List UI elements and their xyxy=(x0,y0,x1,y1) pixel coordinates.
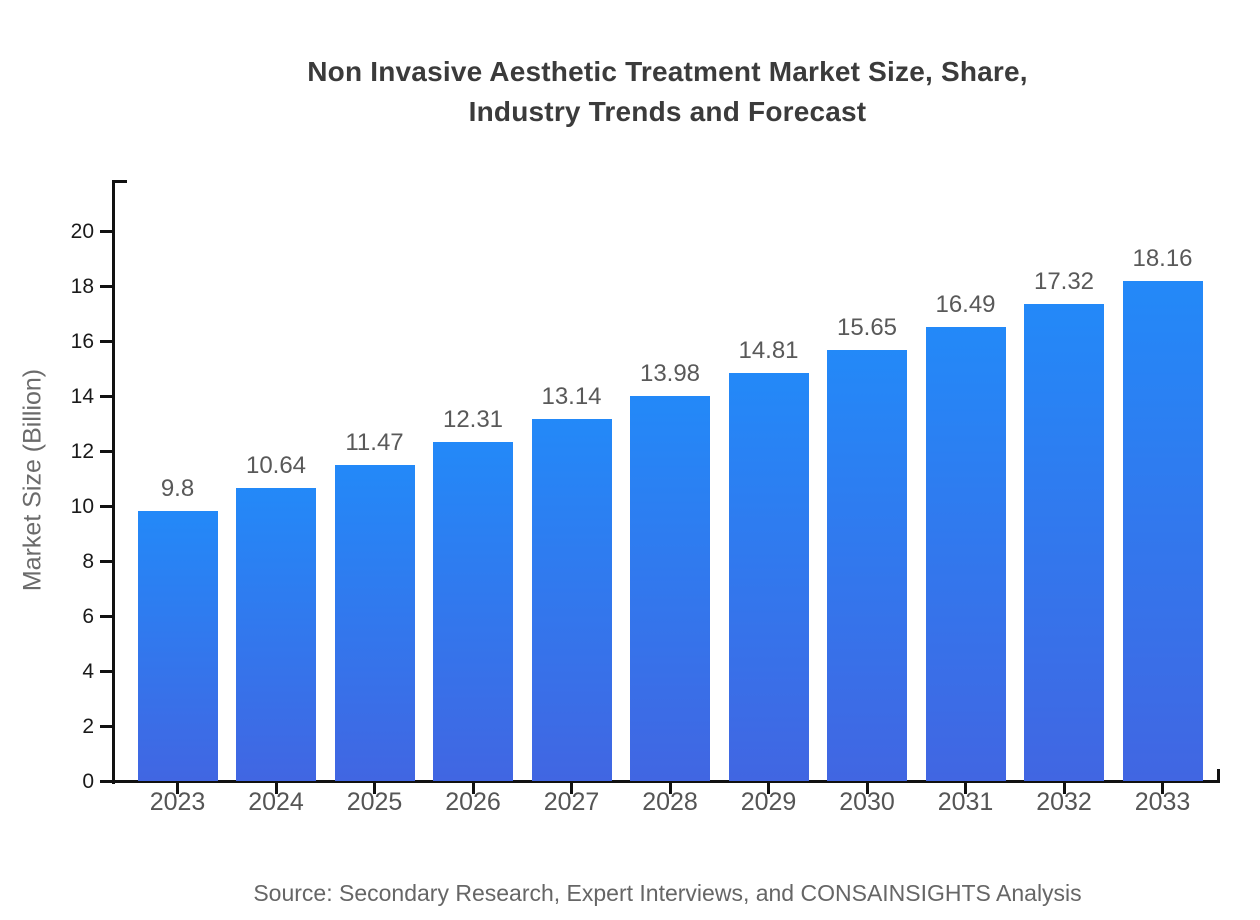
bar-value-label: 14.81 xyxy=(738,337,799,365)
bar-value-label: 11.47 xyxy=(345,429,404,457)
x-tick-label: 2025 xyxy=(346,788,403,816)
y-tick-label: 8 xyxy=(82,549,94,573)
x-tick xyxy=(1161,782,1164,794)
bar xyxy=(728,373,809,781)
x-tick xyxy=(471,782,475,794)
y-tick xyxy=(100,229,112,233)
y-tick xyxy=(100,449,112,453)
bar-value-label: 13.98 xyxy=(639,360,701,388)
bar-value-label: 9.8 xyxy=(160,475,195,503)
x-tick-label: 2033 xyxy=(1134,788,1191,816)
x-tick-label: 2029 xyxy=(740,788,797,816)
y-tick xyxy=(100,284,112,288)
x-tick xyxy=(373,782,376,794)
x-tick xyxy=(570,782,573,794)
x-tick-label: 2028 xyxy=(642,788,698,816)
bar-value-label: 15.65 xyxy=(836,314,898,342)
bar-value-label: 10.64 xyxy=(245,452,307,480)
y-tick-label: 4 xyxy=(82,659,94,683)
x-tick-label: 2031 xyxy=(937,788,994,816)
y-tick-label: 0 xyxy=(82,770,94,793)
y-tick xyxy=(100,394,112,398)
x-tick-label: 2024 xyxy=(248,788,304,816)
bar xyxy=(1122,281,1203,781)
bar xyxy=(334,465,415,781)
x-tick xyxy=(274,782,278,794)
x-tick xyxy=(176,782,179,794)
y-tick-label: 20 xyxy=(70,219,94,243)
x-tick xyxy=(964,782,967,794)
x-tick-label: 2026 xyxy=(445,788,501,816)
bar-value-label: 13.14 xyxy=(541,383,602,411)
y-tick xyxy=(100,780,112,783)
source-caption: Source: Secondary Research, Expert Inter… xyxy=(253,880,1082,906)
x-tick-label: 2023 xyxy=(149,788,206,816)
x-tick-label: 2032 xyxy=(1036,788,1092,816)
y-tick-label: 6 xyxy=(82,604,94,628)
x-tick xyxy=(1062,782,1066,794)
y-tick xyxy=(100,614,112,618)
y-tick xyxy=(100,559,112,563)
bar xyxy=(1024,304,1104,781)
y-tick-label: 2 xyxy=(82,714,94,738)
y-tick-label: 10 xyxy=(70,494,94,518)
bar xyxy=(531,419,612,781)
y-axis-line xyxy=(112,180,115,784)
bar xyxy=(827,350,907,781)
bar-value-label: 16.49 xyxy=(935,291,996,319)
bar-value-label: 17.32 xyxy=(1033,268,1095,296)
y-tick xyxy=(100,724,112,728)
bar-value-label: 12.31 xyxy=(442,406,504,434)
bar xyxy=(433,442,513,781)
chart-title-line1: Non Invasive Aesthetic Treatment Market … xyxy=(307,56,1028,87)
x-axis-right-cap xyxy=(1217,769,1220,782)
chart-title: Non Invasive Aesthetic Treatment Market … xyxy=(115,52,1220,132)
x-tick xyxy=(865,782,869,794)
y-tick xyxy=(100,504,112,508)
y-axis-top-cap xyxy=(112,180,127,183)
bar-value-label: 18.16 xyxy=(1132,245,1193,273)
bar xyxy=(137,511,218,781)
bar xyxy=(236,488,316,781)
x-axis-line xyxy=(112,780,1220,783)
y-tick-label: 14 xyxy=(70,384,94,408)
y-tick-label: 18 xyxy=(70,274,94,298)
y-tick-label: 12 xyxy=(70,439,94,463)
bar xyxy=(630,396,710,781)
x-tick-label: 2027 xyxy=(543,788,600,816)
bar xyxy=(925,327,1006,781)
chart-title-line2: Industry Trends and Forecast xyxy=(468,96,867,127)
x-tick xyxy=(668,782,672,794)
y-tick xyxy=(100,669,112,673)
x-tick xyxy=(767,782,770,794)
y-tick-label: 16 xyxy=(70,329,94,353)
y-tick xyxy=(100,339,112,343)
x-tick-label: 2030 xyxy=(839,788,895,816)
